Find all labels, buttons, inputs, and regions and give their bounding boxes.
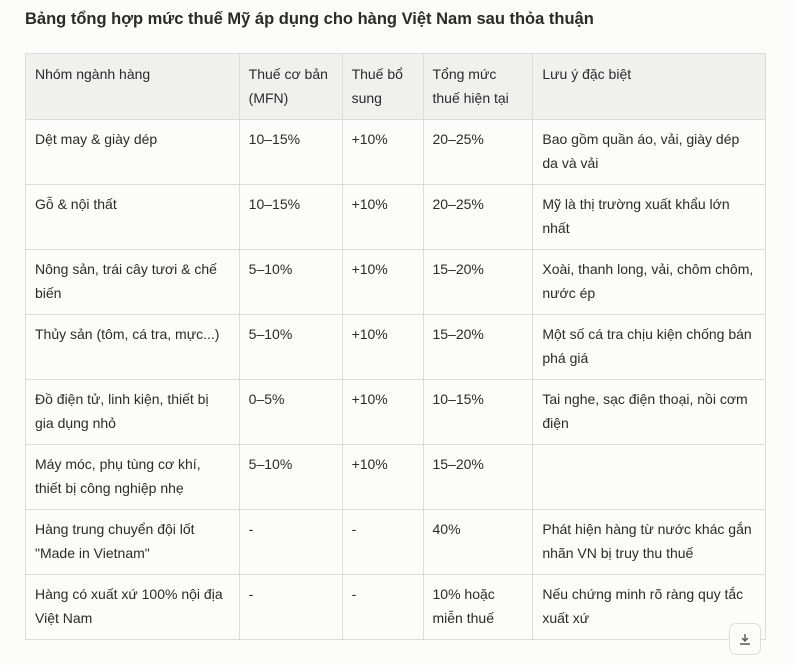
table-row: Máy móc, phụ tùng cơ khí, thiết bị công … [25, 444, 766, 510]
table-cell: +10% [341, 119, 424, 185]
table-cell: Thủy sản (tôm, cá tra, mực...) [25, 314, 240, 380]
table-row: Dệt may & giày dép 10–15% +10% 20–25% Bao gồ… [25, 119, 766, 185]
table-cell: 15–20% [422, 314, 534, 380]
table-row: Nông sản, trái cây tươi & chế biến 5–10% +… [25, 249, 766, 315]
table-cell: +10% [341, 444, 424, 510]
table-cell: 10% hoặc miễn thuế [422, 574, 534, 640]
column-header: Nhóm ngành hàng [25, 53, 240, 120]
page-title: Bảng tổng hợp mức thuế Mỹ áp dụng cho hà… [25, 10, 594, 28]
download-button[interactable] [729, 623, 761, 655]
column-header: Lưu ý đặc biệt [532, 53, 766, 120]
column-header: Thuế bổ sung [341, 53, 424, 120]
table-cell: Gỗ & nội thất [25, 184, 240, 250]
table-cell: Nông sản, trái cây tươi & chế biến [25, 249, 240, 315]
table-cell: +10% [341, 379, 424, 445]
table-header-row: Nhóm ngành hàng Thuế cơ bản (MFN) Thuế bổ … [25, 53, 766, 120]
table-cell: Hàng có xuất xứ 100% nội địa Việt Nam [25, 574, 240, 640]
table-row: Đồ điện tử, linh kiện, thiết bị gia dụng… [25, 379, 766, 445]
table-cell: 10–15% [238, 119, 343, 185]
table-cell: 10–15% [422, 379, 534, 445]
table-cell: 10–15% [238, 184, 343, 250]
table-cell: Xoài, thanh long, vải, chôm chôm, nước é… [532, 249, 766, 315]
table-cell [532, 444, 766, 510]
table-row: Hàng có xuất xứ 100% nội địa Việt Nam - -1… [25, 574, 766, 640]
table-cell: +10% [341, 184, 424, 250]
table-row: Hàng trung chuyển đội lốt "Made in Vietn… [25, 509, 766, 575]
table-cell: +10% [341, 314, 424, 380]
table-cell: - [238, 509, 343, 575]
column-header: Tổng mức thuế hiện tại [422, 53, 534, 120]
table-cell: 0–5% [238, 379, 343, 445]
tariff-table: Nhóm ngành hàng Thuế cơ bản (MFN) Thuế bổ … [25, 53, 766, 640]
column-header: Thuế cơ bản (MFN) [238, 53, 343, 120]
table-cell: - [341, 509, 424, 575]
table-cell: 5–10% [238, 249, 343, 315]
table-cell: +10% [341, 249, 424, 315]
table-cell: Nếu chứng minh rõ ràng quy tắc xuất xứ [532, 574, 766, 640]
table-cell: - [238, 574, 343, 640]
table-cell: 5–10% [238, 444, 343, 510]
table-cell: 20–25% [422, 184, 534, 250]
table-row: Thủy sản (tôm, cá tra, mực...) 5–10% +10% 1… [25, 314, 766, 380]
table-cell: 40% [422, 509, 534, 575]
table-row: Gỗ & nội thất 10–15% +10% 20–25% Mỹ là thị t… [25, 184, 766, 250]
table-cell: Đồ điện tử, linh kiện, thiết bị gia dụng… [25, 379, 240, 445]
table-cell: - [341, 574, 424, 640]
table-cell: Tai nghe, sạc điện thoại, nồi cơm điện [532, 379, 766, 445]
table-cell: Phát hiện hàng từ nước khác gắn nhãn VN … [532, 509, 766, 575]
table-cell: 15–20% [422, 249, 534, 315]
table-cell: Bao gồm quần áo, vải, giày dép da và vải [532, 119, 766, 185]
table-cell: Dệt may & giày dép [25, 119, 240, 185]
table-cell: 5–10% [238, 314, 343, 380]
table-cell: Mỹ là thị trường xuất khẩu lớn nhất [532, 184, 766, 250]
table-cell: Một số cá tra chịu kiện chống bán phá gi… [532, 314, 766, 380]
table-cell: Hàng trung chuyển đội lốt "Made in Vietn… [25, 509, 240, 575]
table-cell: Máy móc, phụ tùng cơ khí, thiết bị công … [25, 444, 240, 510]
download-icon [740, 634, 750, 645]
table-cell: 15–20% [422, 444, 534, 510]
table-cell: 20–25% [422, 119, 534, 185]
